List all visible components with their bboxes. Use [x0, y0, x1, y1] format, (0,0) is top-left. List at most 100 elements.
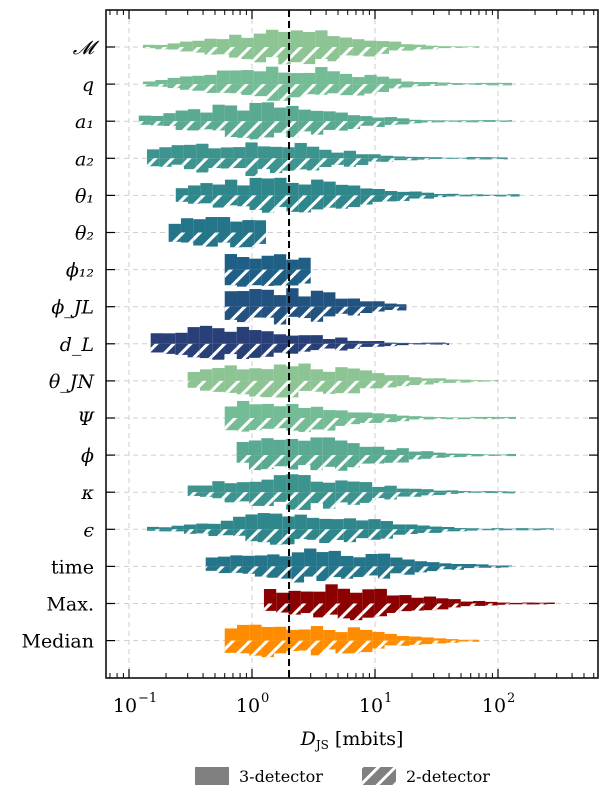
bin-2-detector-hatch — [200, 195, 213, 204]
bin-2-detector-hatch — [310, 306, 324, 322]
bin-3-detector — [331, 519, 344, 530]
bin-2-detector-hatch — [347, 418, 361, 425]
bin-3-detector — [204, 38, 217, 47]
bin-2-detector-hatch — [335, 640, 348, 654]
bin-3-detector — [401, 81, 414, 85]
bin-3-detector — [356, 520, 369, 530]
bin-2-detector-hatch — [278, 84, 291, 101]
bin-3-detector — [245, 514, 258, 530]
bin-3-detector — [175, 110, 188, 122]
bin-2-detector-hatch — [353, 566, 366, 577]
bin-2-detector-hatch — [470, 640, 479, 642]
bin-2-detector-hatch — [500, 566, 513, 568]
bin-2-detector-hatch — [261, 418, 274, 429]
bin-2-detector-hatch — [331, 529, 344, 540]
bin-2-detector-hatch — [507, 492, 516, 494]
bin-3-detector — [224, 179, 238, 196]
bin-3-detector — [323, 181, 336, 196]
bin-2-detector-hatch — [372, 380, 385, 389]
bin-3-detector — [196, 523, 209, 530]
bin-2-detector-hatch — [266, 47, 279, 58]
bin-3-detector — [171, 145, 184, 159]
bin-3-detector — [421, 489, 434, 493]
bin-3-detector — [454, 157, 467, 159]
bin-2-detector-hatch — [310, 418, 324, 430]
bin-2-detector-hatch — [396, 343, 409, 346]
bin-2-detector-hatch — [282, 529, 295, 545]
bin-2-detector-hatch — [421, 418, 434, 420]
bin-2-detector-hatch — [199, 343, 213, 359]
bin-2-detector-hatch — [397, 121, 410, 125]
bin-3-detector — [347, 481, 360, 493]
bin-3-detector — [335, 480, 348, 493]
bin-2-detector-hatch — [155, 84, 168, 87]
bin-3-detector — [229, 34, 242, 47]
bin-3-detector — [473, 600, 486, 604]
y-label-row-9: θ_JN — [49, 371, 96, 393]
bin-3-detector — [253, 71, 267, 85]
bin-3-detector — [335, 337, 348, 344]
bin-2-detector-hatch — [397, 195, 410, 201]
bin-3-detector — [494, 454, 508, 456]
bin-3-detector — [421, 416, 434, 418]
bin-2-detector-hatch — [304, 566, 317, 577]
bin-2-detector-hatch — [534, 603, 547, 605]
bin-3-detector — [261, 178, 275, 196]
bin-3-detector — [442, 157, 455, 159]
bin-3-detector — [220, 147, 234, 159]
bin-2-detector-hatch — [442, 529, 455, 532]
bin-2-detector-hatch — [237, 306, 250, 323]
bin-3-detector — [159, 147, 172, 159]
bin-3-detector — [405, 156, 418, 159]
bin-3-detector — [335, 410, 348, 418]
x-tick-label: 10 — [236, 695, 260, 717]
bin-3-detector — [409, 119, 422, 122]
bin-2-detector-hatch — [224, 418, 238, 431]
bin-3-detector — [224, 105, 238, 122]
bin-3-detector — [269, 146, 283, 159]
x-tick-label: 10 — [113, 695, 137, 717]
bin-2-detector-hatch — [276, 603, 289, 613]
bin-2-detector-hatch — [360, 121, 373, 126]
bin-3-detector — [482, 380, 496, 381]
bin-2-detector-hatch — [196, 529, 209, 534]
bin-2-detector-hatch — [470, 492, 483, 493]
bin-3-detector — [470, 120, 484, 122]
bin-3-detector — [417, 157, 430, 159]
bin-2-detector-hatch — [405, 529, 418, 535]
bin-2-detector-hatch — [458, 418, 471, 420]
bin-2-detector-hatch — [384, 455, 397, 463]
bin-3-detector — [429, 526, 443, 530]
bin-3-detector — [294, 142, 307, 159]
bin-2-detector-hatch — [175, 343, 188, 355]
bin-3-detector — [273, 334, 286, 344]
bin-2-detector-hatch — [433, 343, 446, 345]
bin-3-detector — [483, 194, 496, 196]
bin-2-detector-hatch — [417, 158, 430, 160]
bin-3-detector — [335, 440, 348, 456]
x-tick-exponent: −1 — [138, 691, 157, 706]
bin-3-detector — [249, 102, 262, 122]
bin-2-detector-hatch — [249, 492, 262, 506]
bin-3-detector — [261, 369, 274, 381]
bin-3-detector — [470, 194, 484, 196]
bin-3-detector — [200, 183, 213, 196]
bin-3-detector — [476, 564, 489, 567]
bin-3-detector — [298, 363, 311, 381]
bin-2-detector-hatch — [425, 47, 439, 50]
bin-2-detector-hatch — [298, 306, 311, 319]
bin-2-detector-hatch — [450, 47, 463, 48]
bin-3-detector — [310, 290, 324, 307]
bin-2-detector-hatch — [233, 158, 246, 169]
bin-3-detector — [290, 73, 303, 85]
bin-2-detector-hatch — [372, 418, 385, 423]
bin-3-detector — [360, 116, 373, 122]
bin-3-detector — [233, 147, 246, 159]
bin-3-detector — [360, 412, 373, 418]
bin-3-detector — [425, 81, 439, 85]
bin-2-detector-hatch — [298, 492, 311, 510]
bin-3-detector — [224, 483, 237, 493]
bin-3-detector — [328, 550, 341, 567]
bin-2-detector-hatch — [261, 306, 274, 318]
bin-2-detector-hatch — [249, 640, 262, 656]
